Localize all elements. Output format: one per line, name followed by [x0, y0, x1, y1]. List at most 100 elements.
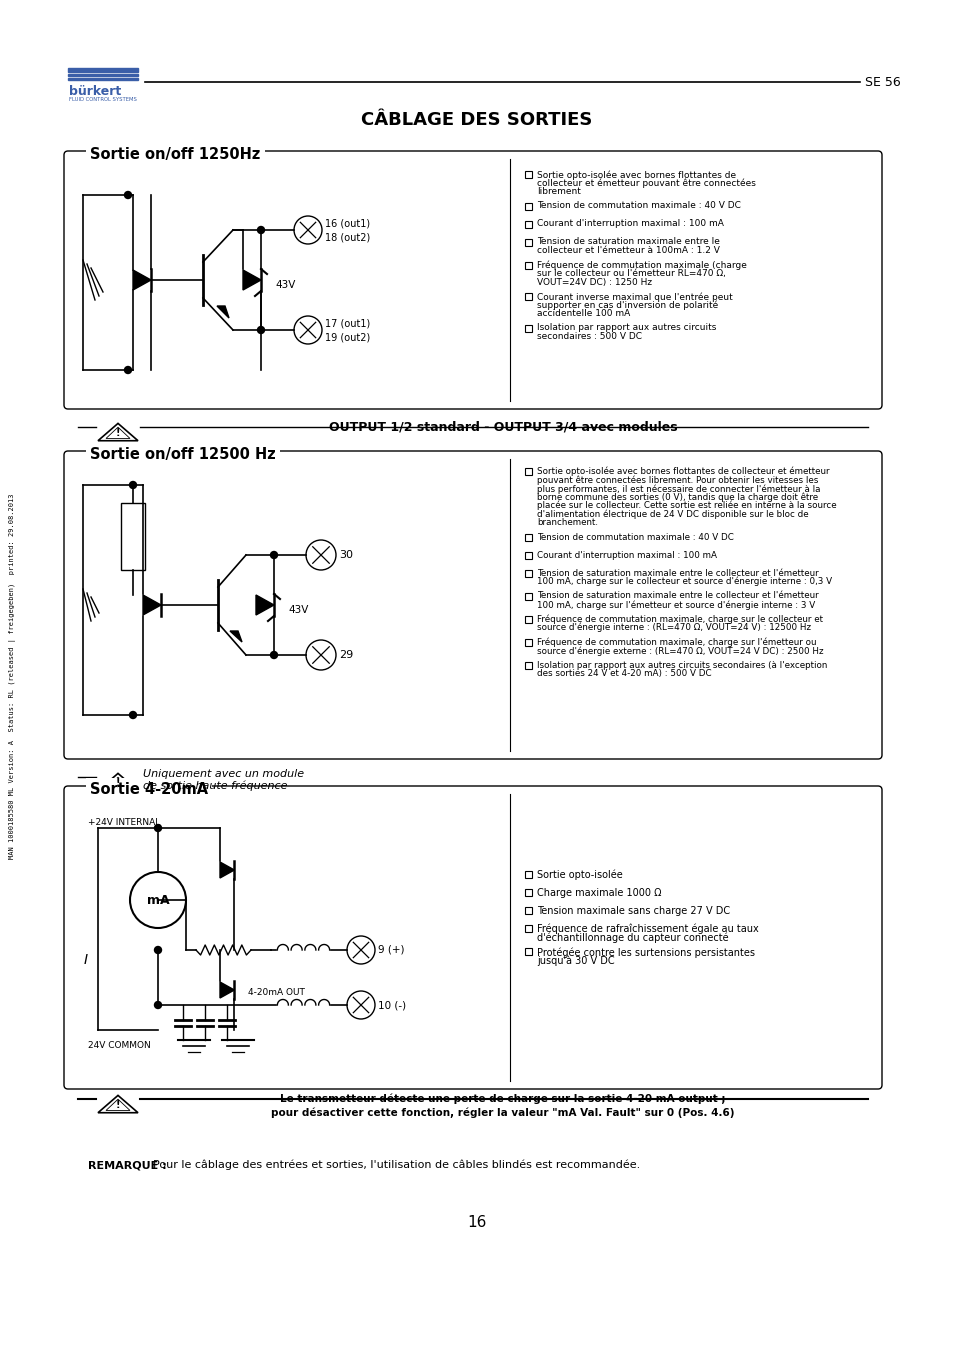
Text: 30: 30: [338, 550, 353, 560]
Text: !: !: [115, 777, 120, 788]
Bar: [68, 68, 138, 72]
Polygon shape: [216, 306, 229, 318]
Text: Protégée contre les surtensions persistantes: Protégée contre les surtensions persista…: [537, 946, 754, 957]
Bar: [524, 534, 532, 541]
FancyBboxPatch shape: [64, 452, 882, 758]
Bar: [524, 925, 532, 932]
Text: pour désactiver cette fonction, régler la valeur "mA Val. Fault" sur 0 (Pos. 4.6: pour désactiver cette fonction, régler l…: [271, 1107, 734, 1118]
Bar: [524, 569, 532, 576]
Text: d'alimentation électrique de 24 V DC disponible sur le bloc de: d'alimentation électrique de 24 V DC dis…: [537, 510, 808, 519]
Text: Isolation par rapport aux autres circuits secondaires (à l'exception: Isolation par rapport aux autres circuit…: [537, 661, 826, 669]
Circle shape: [154, 825, 161, 831]
Circle shape: [257, 227, 264, 234]
Text: 100 mA, charge sur l'émetteur et source d'énergie interne : 3 V: 100 mA, charge sur l'émetteur et source …: [537, 600, 815, 610]
Text: VOUT=24V DC) : 1250 Hz: VOUT=24V DC) : 1250 Hz: [537, 277, 652, 287]
Circle shape: [271, 552, 277, 558]
Text: Isolation par rapport aux autres circuits: Isolation par rapport aux autres circuit…: [537, 323, 716, 333]
Text: !: !: [115, 429, 120, 438]
Bar: [524, 871, 532, 877]
Circle shape: [154, 946, 161, 953]
Text: Tension de saturation maximale entre le collecteur et l'émetteur: Tension de saturation maximale entre le …: [537, 568, 818, 577]
Text: Fréquence de rafraîchissement égale au taux: Fréquence de rafraîchissement égale au t…: [537, 923, 758, 934]
Text: 16 (out1): 16 (out1): [325, 218, 370, 228]
Text: Courant inverse maximal que l'entrée peut: Courant inverse maximal que l'entrée peu…: [537, 292, 732, 301]
Text: 16: 16: [467, 1215, 486, 1230]
Text: source d'énergie externe : (RL=470 Ω, VOUT=24 V DC) : 2500 Hz: source d'énergie externe : (RL=470 Ω, VO…: [537, 646, 822, 656]
Text: Tension de saturation maximale entre le collecteur et l'émetteur: Tension de saturation maximale entre le …: [537, 592, 818, 600]
Text: plus performantes, il est nécessaire de connecter l'émetteur à la: plus performantes, il est nécessaire de …: [537, 484, 820, 493]
Text: Fréquence de commutation maximale (charge: Fréquence de commutation maximale (charg…: [537, 261, 746, 270]
Text: source d'énergie interne : (RL=470 Ω, VOUT=24 V) : 12500 Hz: source d'énergie interne : (RL=470 Ω, VO…: [537, 623, 810, 633]
Text: jusqu'à 30 V DC: jusqu'à 30 V DC: [537, 956, 614, 965]
Text: mA: mA: [147, 894, 169, 906]
Text: placée sur le collecteur. Cette sortie est reliée en interne à la source: placée sur le collecteur. Cette sortie e…: [537, 502, 836, 511]
Text: Sortie opto-isolée avec bornes flottantes de collecteur et émetteur: Sortie opto-isolée avec bornes flottante…: [537, 466, 829, 476]
Text: branchement.: branchement.: [537, 518, 598, 527]
Text: collecteur et l'émetteur à 100mA : 1.2 V: collecteur et l'émetteur à 100mA : 1.2 V: [537, 246, 720, 256]
Text: 43V: 43V: [274, 280, 295, 289]
Text: Sortie 4-20mA: Sortie 4-20mA: [90, 783, 208, 798]
Bar: [524, 907, 532, 914]
Bar: [524, 170, 532, 178]
Text: Courant d'interruption maximal : 100 mA: Courant d'interruption maximal : 100 mA: [537, 550, 717, 560]
Text: supporter en cas d'inversion de polarité: supporter en cas d'inversion de polarité: [537, 300, 718, 310]
Text: librement: librement: [537, 187, 580, 196]
Text: 18 (out2): 18 (out2): [325, 233, 370, 242]
Circle shape: [271, 652, 277, 658]
Text: FLUID CONTROL SYSTEMS: FLUID CONTROL SYSTEMS: [69, 97, 136, 101]
Bar: [524, 890, 532, 896]
FancyBboxPatch shape: [64, 151, 882, 410]
Text: Le transmetteur détecte une perte de charge sur la sortie 4-20 mA output ;: Le transmetteur détecte une perte de cha…: [280, 1094, 725, 1105]
Text: secondaires : 500 V DC: secondaires : 500 V DC: [537, 333, 641, 341]
Polygon shape: [143, 595, 161, 615]
Text: sur le collecteur ou l'émetteur RL=470 Ω,: sur le collecteur ou l'émetteur RL=470 Ω…: [537, 269, 725, 279]
Text: 24V COMMON: 24V COMMON: [88, 1041, 151, 1049]
Text: I: I: [84, 953, 88, 967]
Text: Tension de commutation maximale : 40 V DC: Tension de commutation maximale : 40 V D…: [537, 201, 740, 211]
Text: Fréquence de commutation maximale, charge sur le collecteur et: Fréquence de commutation maximale, charg…: [537, 615, 822, 625]
Bar: [524, 203, 532, 210]
Circle shape: [125, 192, 132, 199]
Bar: [524, 552, 532, 558]
Text: SE 56: SE 56: [864, 76, 900, 88]
Text: OUTPUT 1/2 standard - OUTPUT 3/4 avec modules: OUTPUT 1/2 standard - OUTPUT 3/4 avec mo…: [329, 420, 677, 434]
Circle shape: [257, 326, 264, 334]
Bar: [524, 261, 532, 269]
Text: Sortie opto-isolée: Sortie opto-isolée: [537, 869, 622, 880]
Text: pouvant être connectées librement. Pour obtenir les vitesses les: pouvant être connectées librement. Pour …: [537, 476, 818, 485]
Polygon shape: [230, 631, 242, 642]
Text: Courant d'interruption maximal : 100 mA: Courant d'interruption maximal : 100 mA: [537, 219, 723, 228]
Text: bürkert: bürkert: [69, 85, 121, 97]
Text: Sortie on/off 1250Hz: Sortie on/off 1250Hz: [90, 147, 260, 162]
Text: collecteur et émetteur pouvant être connectées: collecteur et émetteur pouvant être conn…: [537, 178, 755, 188]
Text: 43V: 43V: [288, 604, 308, 615]
Text: Fréquence de commutation maximale, charge sur l'émetteur ou: Fréquence de commutation maximale, charg…: [537, 638, 816, 648]
Text: borne commune des sorties (0 V), tandis que la charge doit être: borne commune des sorties (0 V), tandis …: [537, 492, 818, 502]
Text: accidentelle 100 mA: accidentelle 100 mA: [537, 310, 630, 318]
Text: Tension maximale sans charge 27 V DC: Tension maximale sans charge 27 V DC: [537, 906, 729, 917]
Bar: [524, 293, 532, 300]
Text: REMARQUE :: REMARQUE :: [88, 1160, 167, 1169]
Polygon shape: [220, 982, 234, 998]
Text: !: !: [115, 1101, 120, 1110]
Polygon shape: [132, 270, 151, 289]
Text: +24V INTERNAL: +24V INTERNAL: [88, 818, 160, 827]
Text: Tension de saturation maximale entre le: Tension de saturation maximale entre le: [537, 238, 720, 246]
Text: 4-20mA OUT: 4-20mA OUT: [247, 988, 304, 996]
Bar: [524, 615, 532, 622]
Text: 29: 29: [338, 650, 353, 660]
FancyBboxPatch shape: [64, 786, 882, 1088]
Bar: [524, 661, 532, 668]
Bar: [524, 468, 532, 475]
Bar: [524, 220, 532, 227]
Text: des sorties 24 V et 4-20 mA) : 500 V DC: des sorties 24 V et 4-20 mA) : 500 V DC: [537, 669, 711, 677]
Text: Uniquement avec un module
de sortie haute fréquence: Uniquement avec un module de sortie haut…: [143, 769, 304, 791]
Text: Pour le câblage des entrées et sorties, l'utilisation de câbles blindés est reco: Pour le câblage des entrées et sorties, …: [152, 1160, 639, 1171]
Text: MAN 1000185580 ML Version: A  Status: RL (released | freigegeben)  printed: 29.0: MAN 1000185580 ML Version: A Status: RL …: [10, 493, 16, 859]
Text: 9 (+): 9 (+): [377, 945, 404, 955]
Text: d'échantillonnage du capteur connecté: d'échantillonnage du capteur connecté: [537, 933, 728, 942]
Circle shape: [154, 1002, 161, 1009]
Bar: [524, 638, 532, 645]
Bar: [68, 78, 138, 80]
Text: 17 (out1): 17 (out1): [325, 318, 370, 329]
